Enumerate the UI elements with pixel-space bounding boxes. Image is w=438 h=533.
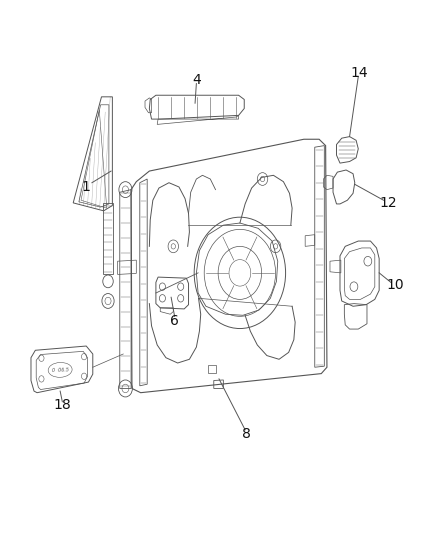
Text: 6: 6: [170, 313, 179, 328]
Text: 14: 14: [350, 66, 368, 80]
Text: 12: 12: [379, 196, 397, 210]
Text: 18: 18: [53, 399, 71, 413]
Text: 0  06.5: 0 06.5: [52, 367, 69, 373]
Text: 1: 1: [82, 180, 91, 194]
Text: 4: 4: [192, 73, 201, 87]
Text: 8: 8: [241, 426, 251, 440]
Text: 10: 10: [386, 278, 404, 292]
Bar: [208, 365, 216, 373]
